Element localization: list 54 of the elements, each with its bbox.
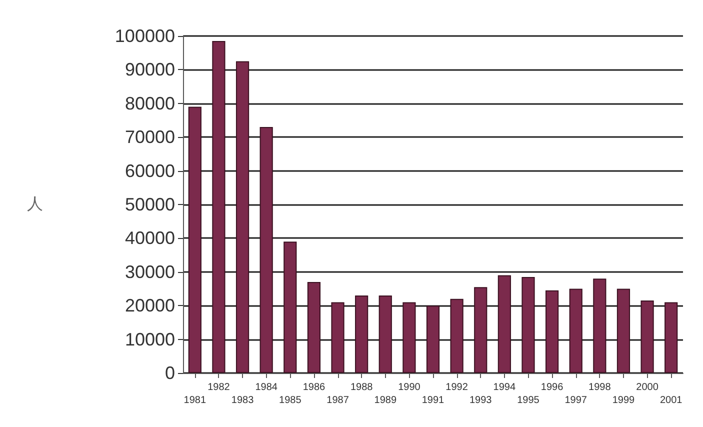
x-tick-label: 2001 xyxy=(660,395,683,406)
bar xyxy=(260,126,273,373)
x-tick-label: 1987 xyxy=(326,395,350,406)
y-tick-label: 30000 xyxy=(124,262,175,282)
bar xyxy=(522,276,535,373)
x-tick-label: 1981 xyxy=(184,395,206,406)
bar xyxy=(593,278,606,373)
bar xyxy=(616,288,630,373)
y-axis-title: 人 xyxy=(27,196,43,213)
bar xyxy=(188,106,202,373)
bar xyxy=(355,295,368,373)
x-tick-label: 1999 xyxy=(612,395,636,406)
x-tick-label: 1998 xyxy=(588,382,612,393)
bar xyxy=(236,61,250,373)
y-tick-label: 0 xyxy=(164,363,175,383)
x-tick-label: 1986 xyxy=(302,382,326,393)
bar xyxy=(450,298,464,373)
x-tick-label: 1982 xyxy=(208,382,230,393)
x-tick-label: 1996 xyxy=(540,382,564,393)
bar xyxy=(664,302,678,373)
bar xyxy=(212,41,226,373)
y-tick-label: 80000 xyxy=(124,93,175,114)
bar xyxy=(307,282,320,373)
x-tick-label: 2000 xyxy=(636,382,659,393)
x-tick-label: 1988 xyxy=(350,382,374,393)
y-tick-label: 90000 xyxy=(124,60,175,80)
x-tick-label: 1984 xyxy=(255,382,278,393)
bar xyxy=(498,275,511,373)
y-tick-label: 50000 xyxy=(124,194,175,214)
x-tick-label: 1993 xyxy=(469,395,492,406)
bar xyxy=(640,300,654,373)
bar xyxy=(331,302,344,373)
x-tick-label: 1990 xyxy=(398,382,421,393)
y-tick-label: 60000 xyxy=(124,160,175,181)
x-tick-label: 1995 xyxy=(517,395,540,406)
x-tick-label: 1992 xyxy=(446,382,468,393)
y-tick-label: 40000 xyxy=(124,228,175,248)
y-tick-label: 10000 xyxy=(124,329,175,350)
bar xyxy=(474,287,488,373)
bar xyxy=(546,290,559,373)
x-tick-label: 1985 xyxy=(279,395,302,406)
bar xyxy=(378,295,392,373)
y-tick-label: 20000 xyxy=(124,296,175,316)
bar xyxy=(569,288,582,373)
bar xyxy=(402,302,416,373)
x-tick-label: 1991 xyxy=(422,395,445,406)
y-tick-label: 70000 xyxy=(124,127,175,148)
x-tick-label: 1983 xyxy=(231,395,254,406)
x-tick-label: 1994 xyxy=(493,382,516,393)
x-tick-label: 1997 xyxy=(564,395,588,406)
bar xyxy=(284,242,297,373)
y-tick-label: 100000 xyxy=(114,26,175,46)
x-tick-label: 1989 xyxy=(374,395,397,406)
bar xyxy=(426,306,440,373)
